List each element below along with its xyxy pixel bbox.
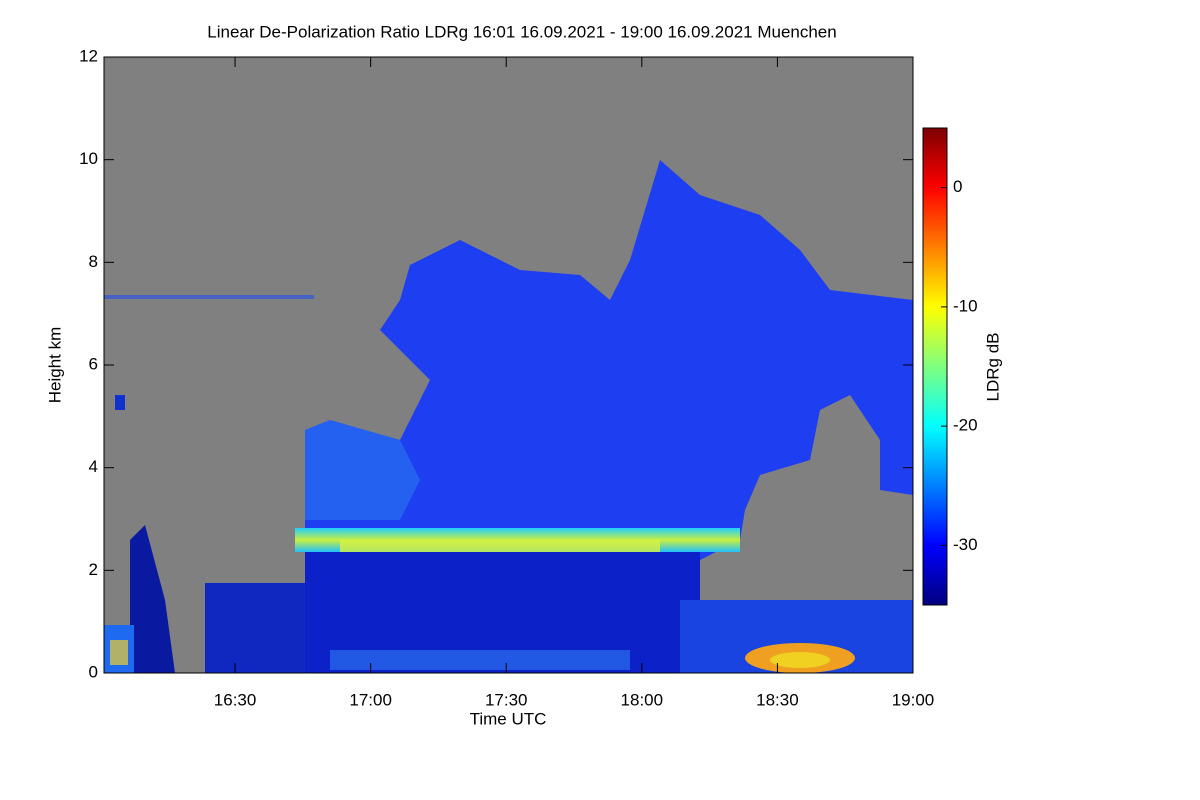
x-tick-label: 16:30 [214,690,257,709]
colorbar-tick-label: 0 [953,177,962,196]
chart-title: Linear De-Polarization Ratio LDRg 16:01 … [207,22,836,41]
y-tick-label: 6 [89,354,98,373]
colorbar-tick-label: -10 [953,296,978,315]
colorbar [922,127,948,606]
x-tick-label: 17:30 [485,690,528,709]
y-tick-label: 8 [89,252,98,271]
heatmap-field [104,57,913,673]
x-axis-label: Time UTC [470,709,547,728]
y-tick-label: 4 [89,457,98,476]
y-tick-label: 10 [79,149,98,168]
x-tick-label: 17:00 [349,690,392,709]
y-axis-label: Height km [45,327,64,404]
x-tick-label: 18:00 [621,690,664,709]
y-tick-label: 0 [89,662,98,681]
x-tick-label: 18:30 [756,690,799,709]
colorbar-label: LDRg dB [983,333,1002,402]
colorbar-tick-label: -20 [953,416,978,435]
y-tick-label: 12 [79,46,98,65]
y-tick-label: 2 [89,560,98,579]
x-tick-label: 19:00 [892,690,935,709]
colorbar-tick-label: -30 [953,535,978,554]
